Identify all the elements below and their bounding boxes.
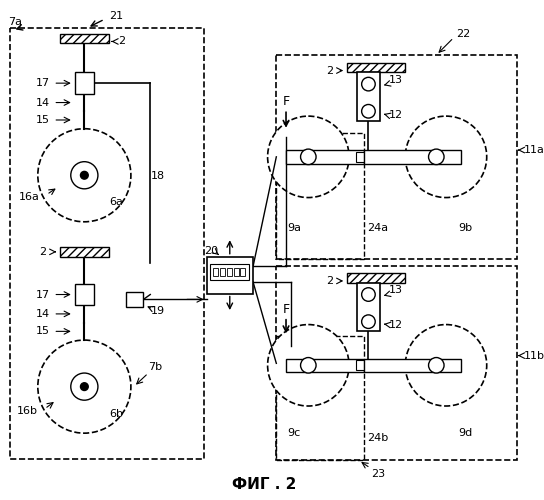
Bar	[276, 336, 363, 460]
Circle shape	[81, 382, 88, 390]
Circle shape	[362, 104, 375, 118]
Bar	[234, 268, 238, 276]
Text: 9c: 9c	[287, 428, 300, 438]
Text: 2: 2	[326, 66, 333, 76]
Circle shape	[362, 315, 375, 328]
Circle shape	[405, 324, 487, 406]
Text: 16b: 16b	[17, 406, 38, 416]
Text: 22: 22	[456, 28, 471, 38]
Text: 6a: 6a	[109, 198, 123, 207]
Text: 2: 2	[39, 247, 46, 257]
Text: 14: 14	[35, 98, 50, 108]
Bar	[220, 268, 225, 276]
Text: 24b: 24b	[368, 433, 389, 443]
Circle shape	[429, 149, 444, 164]
Text: 18: 18	[151, 171, 165, 181]
Text: 13: 13	[388, 284, 403, 294]
Text: 15: 15	[36, 326, 50, 336]
Bar	[363, 150, 461, 164]
Text: 2: 2	[326, 276, 333, 286]
Circle shape	[38, 128, 131, 222]
Circle shape	[268, 324, 349, 406]
Text: 6b: 6b	[109, 409, 123, 419]
Text: 19: 19	[151, 306, 165, 316]
Circle shape	[71, 373, 98, 400]
Bar	[276, 266, 517, 460]
Bar	[286, 150, 363, 164]
Text: 7b: 7b	[148, 362, 162, 372]
Bar	[356, 360, 363, 370]
Bar	[363, 358, 461, 372]
Bar	[211, 264, 249, 280]
Circle shape	[71, 162, 98, 189]
Bar	[347, 63, 405, 72]
Text: 7a: 7a	[8, 17, 22, 27]
Text: 23: 23	[371, 469, 385, 479]
Text: 24a: 24a	[368, 222, 389, 232]
Circle shape	[362, 288, 375, 302]
Text: 21: 21	[109, 12, 123, 22]
Bar	[60, 34, 109, 43]
Bar	[276, 55, 517, 258]
Text: F: F	[283, 302, 290, 316]
Bar	[357, 72, 380, 121]
Text: 2: 2	[118, 36, 125, 46]
Circle shape	[268, 116, 349, 198]
Text: 20: 20	[205, 246, 219, 256]
Text: F: F	[283, 95, 290, 108]
Bar	[75, 284, 94, 305]
Text: 14: 14	[35, 309, 50, 319]
Bar	[240, 268, 245, 276]
Text: 17: 17	[35, 78, 50, 88]
Text: 12: 12	[388, 110, 403, 120]
Bar	[356, 152, 363, 162]
Text: 15: 15	[36, 115, 50, 125]
Circle shape	[81, 172, 88, 179]
Bar	[213, 268, 218, 276]
Text: 9a: 9a	[287, 222, 301, 232]
Text: ФИГ . 2: ФИГ . 2	[232, 477, 296, 492]
Circle shape	[301, 358, 316, 373]
Text: 11a: 11a	[523, 145, 544, 155]
Bar	[276, 132, 363, 258]
Bar	[75, 72, 94, 94]
Bar	[60, 247, 109, 256]
Bar	[10, 28, 203, 460]
Bar	[357, 283, 380, 332]
Text: 9b: 9b	[459, 222, 472, 232]
Text: 12: 12	[388, 320, 403, 330]
Bar	[227, 268, 232, 276]
Bar	[126, 292, 144, 307]
Text: 11b: 11b	[523, 350, 544, 360]
Bar	[207, 256, 253, 294]
Bar	[286, 358, 363, 372]
Text: 9d: 9d	[458, 428, 473, 438]
Circle shape	[362, 78, 375, 91]
Circle shape	[301, 149, 316, 164]
Circle shape	[38, 340, 131, 433]
Text: 16a: 16a	[18, 192, 40, 202]
Bar	[347, 273, 405, 283]
Text: 13: 13	[388, 75, 403, 85]
Circle shape	[429, 358, 444, 373]
Circle shape	[405, 116, 487, 198]
Text: 17: 17	[35, 290, 50, 300]
